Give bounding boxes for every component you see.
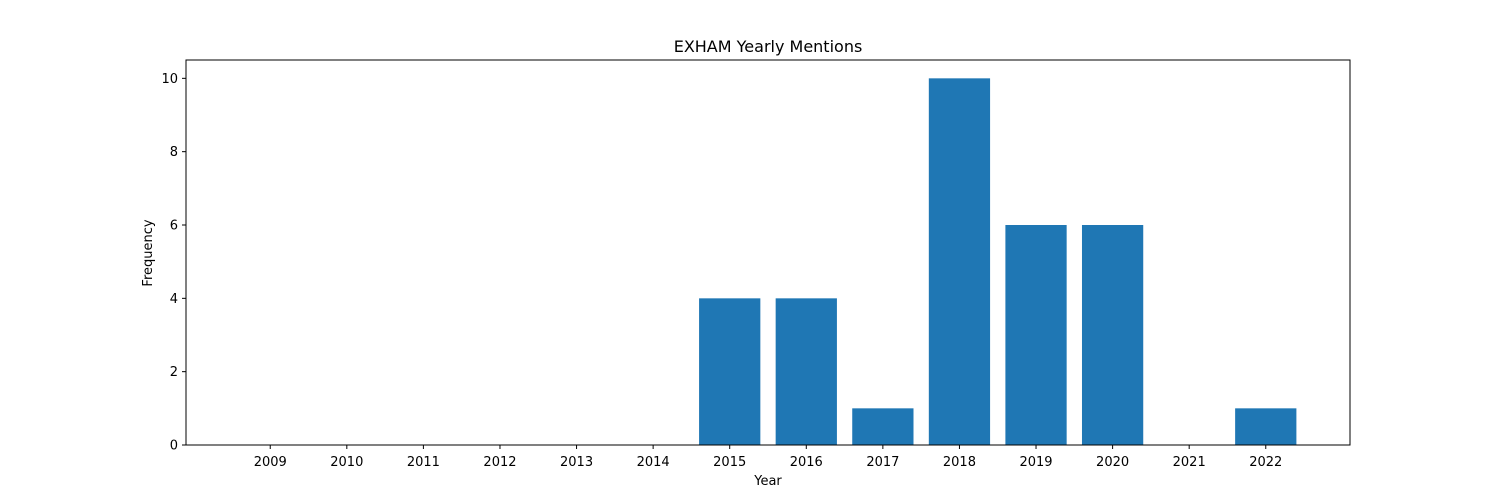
bars-group <box>699 78 1297 445</box>
bar-2016 <box>775 298 837 445</box>
y-tick-label-2: 2 <box>170 365 178 380</box>
chart-title: EXHAM Yearly Mentions <box>674 37 863 56</box>
bar-2020 <box>1081 225 1144 445</box>
x-tick-label-2016: 2016 <box>790 455 823 470</box>
x-tick-label-2012: 2012 <box>483 455 516 470</box>
x-tick-label-2021: 2021 <box>1173 455 1206 470</box>
x-tick-label-2015: 2015 <box>713 455 746 470</box>
bar-2015 <box>699 298 761 445</box>
y-tick-label-0: 0 <box>170 439 178 454</box>
x-tick-label-2009: 2009 <box>254 455 287 470</box>
bar-2017 <box>852 408 914 445</box>
x-tick-label-2013: 2013 <box>560 455 593 470</box>
x-tick-label-2014: 2014 <box>637 455 670 470</box>
x-tick-label-2020: 2020 <box>1096 455 1129 470</box>
y-tick-label-10: 10 <box>161 72 178 87</box>
bar-2019 <box>1005 225 1067 445</box>
y-axis: 0 2 4 6 8 10 <box>161 72 186 454</box>
y-tick-label-4: 4 <box>170 292 178 307</box>
x-axis-label: Year <box>753 474 782 489</box>
x-tick-label-2018: 2018 <box>943 455 976 470</box>
y-tick-label-6: 6 <box>170 219 178 234</box>
x-axis: 2009 2010 2011 2012 2013 2014 2015 2016 2017 2018… <box>254 445 1282 470</box>
x-tick-label-2011: 2011 <box>407 455 440 470</box>
x-tick-label-2017: 2017 <box>866 455 899 470</box>
x-tick-label-2019: 2019 <box>1019 455 1052 470</box>
plot-area-frame <box>185 59 1351 446</box>
x-tick-label-2022: 2022 <box>1249 455 1282 470</box>
y-tick-label-8: 8 <box>170 145 178 160</box>
y-axis-label: Frequency <box>141 219 156 286</box>
bar-2018 <box>928 78 991 445</box>
bar-2022 <box>1235 408 1297 445</box>
x-tick-label-2010: 2010 <box>330 455 363 470</box>
